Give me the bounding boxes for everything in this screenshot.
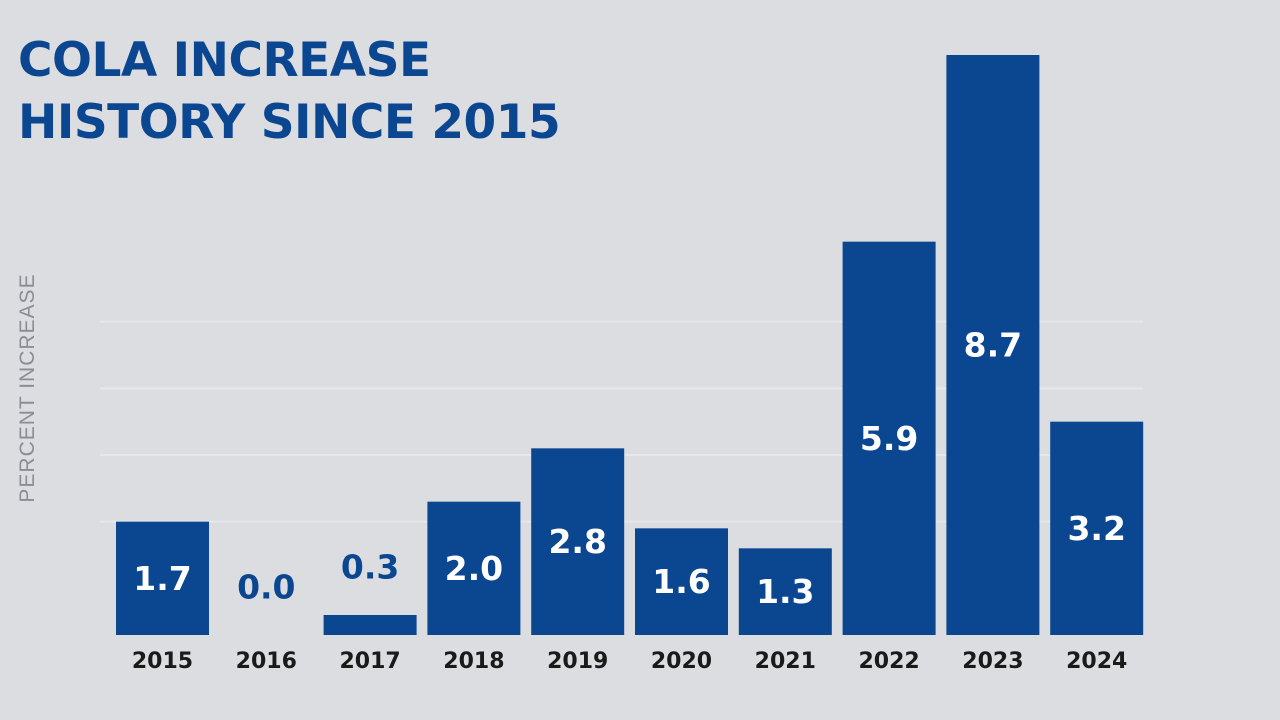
chart-title-line-1: COLA INCREASE bbox=[18, 33, 431, 88]
x-tick-label: 2023 bbox=[962, 649, 1023, 674]
bar-value-label: 8.7 bbox=[964, 326, 1022, 365]
x-axis-tick-labels: 2015 2016 2017 2018 2019 2020 2021 2022 2023 2024 bbox=[132, 649, 1127, 674]
bar-value-labels: 1.7 0.0 0.3 2.0 2.8 1.6 1.3 5.9 8.7 3.2 bbox=[133, 326, 1126, 612]
chart-title-line-2: HISTORY SINCE 2015 bbox=[18, 95, 561, 150]
x-tick-label: 2016 bbox=[236, 649, 297, 674]
bar-2018 bbox=[427, 501, 521, 635]
bar-2023 bbox=[946, 55, 1040, 635]
bar-2017 bbox=[323, 615, 417, 635]
x-tick-label: 2020 bbox=[651, 649, 712, 674]
bar-2022 bbox=[842, 241, 936, 635]
bar-value-label: 5.9 bbox=[860, 419, 918, 458]
x-tick-label: 2018 bbox=[443, 649, 504, 674]
bar-2015 bbox=[116, 521, 209, 635]
bar-value-label: 2.8 bbox=[548, 522, 606, 561]
bars-group bbox=[116, 55, 1144, 635]
x-tick-label: 2017 bbox=[339, 649, 400, 674]
bar-value-label: 2.0 bbox=[445, 549, 503, 588]
bar-2020 bbox=[635, 528, 728, 635]
bar-2019 bbox=[531, 448, 625, 635]
bar-value-label: 0.0 bbox=[237, 568, 295, 607]
bar-value-label: 0.3 bbox=[341, 548, 399, 587]
bar-value-label: 3.2 bbox=[1067, 509, 1125, 548]
bar-2024 bbox=[1050, 421, 1144, 635]
x-tick-label: 2022 bbox=[858, 649, 919, 674]
x-tick-label: 2019 bbox=[547, 649, 608, 674]
bar-value-label: 1.7 bbox=[133, 559, 191, 598]
bar-value-label: 1.6 bbox=[652, 562, 710, 601]
bar-2021 bbox=[738, 548, 832, 635]
chart-title: COLA INCREASE HISTORY SINCE 2015 bbox=[18, 30, 561, 154]
x-tick-label: 2015 bbox=[132, 649, 193, 674]
x-tick-label: 2024 bbox=[1066, 649, 1127, 674]
bar-value-label: 1.3 bbox=[756, 572, 814, 611]
x-tick-label: 2021 bbox=[755, 649, 816, 674]
